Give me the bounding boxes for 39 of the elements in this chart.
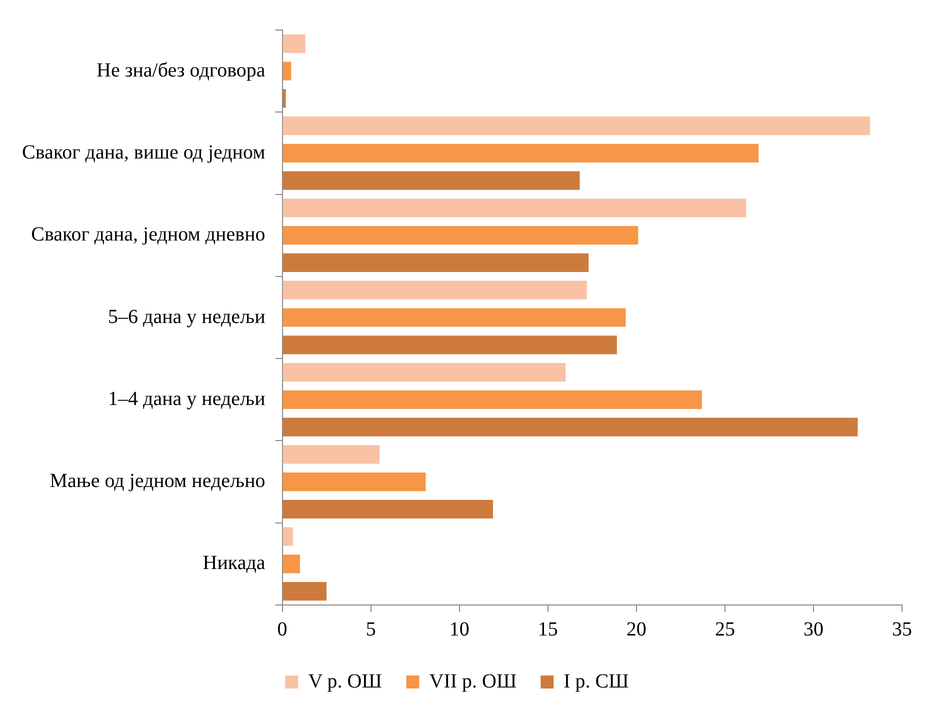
bar xyxy=(282,336,617,354)
x-tick-label: 30 xyxy=(803,618,824,640)
legend-label: VII р. ОШ xyxy=(429,670,517,692)
bar xyxy=(282,554,300,574)
x-tick-label: 15 xyxy=(538,618,558,640)
x-tick-label: 10 xyxy=(449,618,470,640)
x-tick-label: 0 xyxy=(277,618,288,640)
bar xyxy=(282,280,587,300)
y-tick-label: Сваког дана, једном дневно xyxy=(31,224,266,246)
y-tick-label: Никада xyxy=(202,552,266,574)
legend-label: I р. СШ xyxy=(564,670,629,692)
bar xyxy=(282,253,589,272)
bar xyxy=(282,62,292,80)
x-tick-label: 20 xyxy=(626,618,646,640)
y-tick-label: Сваког дана, више од једном xyxy=(22,141,266,164)
bar xyxy=(282,198,746,218)
bar xyxy=(282,308,626,327)
y-tick-label: 1–4 дана у недељи xyxy=(108,388,266,410)
bar xyxy=(282,362,566,382)
bar xyxy=(282,144,759,163)
bar xyxy=(282,116,870,136)
bar xyxy=(282,582,327,601)
y-tick-label: 5–6 дана у недељи xyxy=(108,306,266,328)
bar xyxy=(282,226,638,245)
x-tick-label: 25 xyxy=(714,618,735,640)
bar xyxy=(282,418,858,436)
bar xyxy=(282,89,286,108)
x-tick-label: 35 xyxy=(892,618,912,640)
bar xyxy=(282,527,293,546)
bar xyxy=(282,390,702,409)
legend-label: V р. ОШ xyxy=(308,670,382,692)
y-tick-label: Не зна/без одговора xyxy=(96,59,266,82)
bar xyxy=(282,500,493,518)
y-tick-label: Мање од једном недељно xyxy=(50,470,266,492)
bar xyxy=(282,34,306,53)
x-tick-label: 5 xyxy=(366,618,376,640)
bar xyxy=(282,171,580,190)
bar xyxy=(282,472,426,492)
bar xyxy=(282,445,380,464)
